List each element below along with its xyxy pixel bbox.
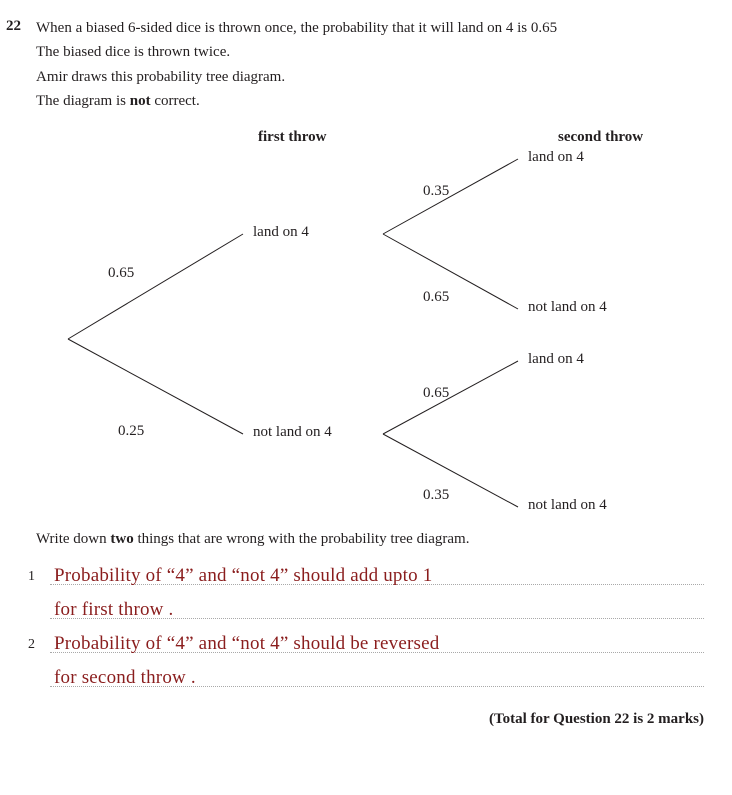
tree-label: not land on 4 [528, 299, 607, 316]
answer-index-1: 1 [28, 569, 40, 585]
tree-label: 0.25 [118, 423, 144, 440]
tree-svg [28, 129, 704, 529]
answers-block: 1 Probability of “4” and “not 4” should … [28, 559, 704, 687]
answer-row-1a: 1 Probability of “4” and “not 4” should … [28, 559, 704, 585]
tree-label: land on 4 [528, 351, 584, 368]
answer-2-line-b: for second throw . [54, 667, 196, 689]
answer-1-line-a: Probability of “4” and “not 4” should ad… [54, 565, 432, 587]
q4-suffix: correct. [151, 93, 200, 109]
tree-label: second throw [558, 129, 643, 146]
tree-label: land on 4 [528, 149, 584, 166]
tree-label: not land on 4 [253, 424, 332, 441]
answer-row-2b: for second throw . [28, 661, 704, 687]
tree-label: 0.35 [423, 487, 449, 504]
tree-label: 0.65 [423, 289, 449, 306]
tree-label: 0.65 [108, 265, 134, 282]
question-line-2: The biased dice is thrown twice. [36, 42, 704, 62]
tree-label: not land on 4 [528, 497, 607, 514]
tree-label: land on 4 [253, 224, 309, 241]
tree-label: 0.65 [423, 385, 449, 402]
question-line-3: Amir draws this probability tree diagram… [36, 67, 704, 87]
answer-rule: Probability of “4” and “not 4” should ad… [50, 559, 704, 585]
answer-row-1b: for first throw . [28, 593, 704, 619]
question-line-1: When a biased 6-sided dice is thrown onc… [36, 18, 704, 38]
answer-rule: for second throw . [50, 661, 704, 687]
instr-suffix: things that are wrong with the probabili… [134, 531, 470, 547]
answer-rule: Probability of “4” and “not 4” should be… [50, 627, 704, 653]
total-marks: (Total for Question 22 is 2 marks) [28, 711, 704, 728]
instruction: Write down two things that are wrong wit… [36, 529, 704, 549]
q4-bold: not [130, 93, 151, 109]
answer-row-2a: 2 Probability of “4” and “not 4” should … [28, 627, 704, 653]
question-number: 22 [6, 18, 21, 35]
probability-tree: first throw second throw land on 4 0.65 not … [28, 129, 704, 529]
answer-index-2: 2 [28, 637, 40, 653]
answer-1-line-b: for first throw . [54, 599, 174, 621]
instr-bold: two [110, 531, 133, 547]
tree-label: 0.35 [423, 183, 449, 200]
answer-rule: for first throw . [50, 593, 704, 619]
instr-prefix: Write down [36, 531, 110, 547]
tree-label: first throw [258, 129, 326, 146]
answer-2-line-a: Probability of “4” and “not 4” should be… [54, 633, 439, 655]
question-line-4: The diagram is not correct. [36, 91, 704, 111]
q4-prefix: The diagram is [36, 93, 130, 109]
